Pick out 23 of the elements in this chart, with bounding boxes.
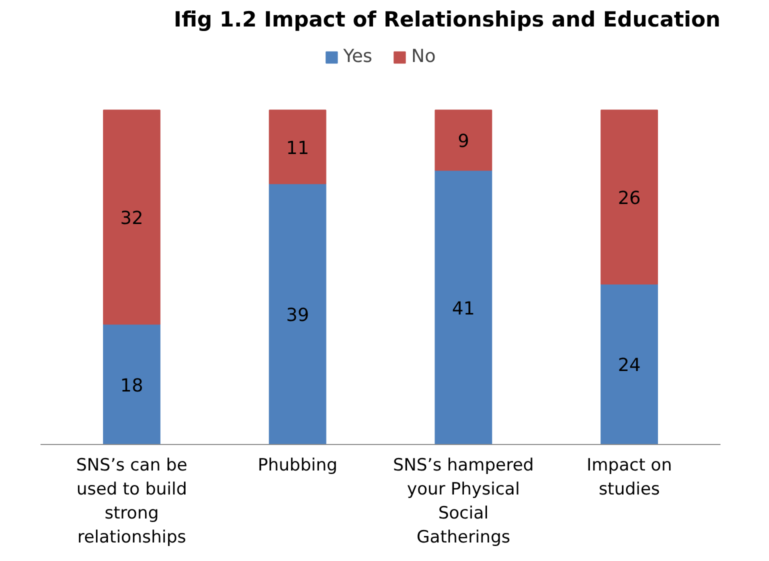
chart-title: Ifig 1.2 Impact of Relationships and Education [174, 8, 720, 32]
bar [434, 170, 492, 444]
x-tick-label: Impact on studies [586, 456, 672, 500]
legend-label: No [411, 46, 436, 67]
bar [268, 110, 326, 184]
data-label: 41 [452, 298, 475, 320]
data-label: 11 [286, 138, 310, 159]
data-label: 18 [120, 375, 144, 396]
data-label: 32 [120, 208, 144, 230]
bar [103, 110, 160, 325]
bar [103, 324, 160, 444]
bar [268, 183, 326, 444]
legend-label: Yes [343, 46, 372, 67]
x-tick-label: Phubbing [258, 456, 338, 476]
data-label: 9 [458, 131, 470, 152]
x-tick-label: SNS’s hampered your Physical Social Gatherings [393, 456, 534, 548]
data-label: 39 [286, 305, 310, 326]
bar [434, 110, 492, 171]
data-label: 26 [618, 188, 641, 210]
bar [600, 283, 658, 444]
bar [600, 110, 658, 284]
x-tick-label: SNS’s can be used to build strong relationships [76, 456, 188, 548]
data-label: 24 [618, 355, 641, 376]
